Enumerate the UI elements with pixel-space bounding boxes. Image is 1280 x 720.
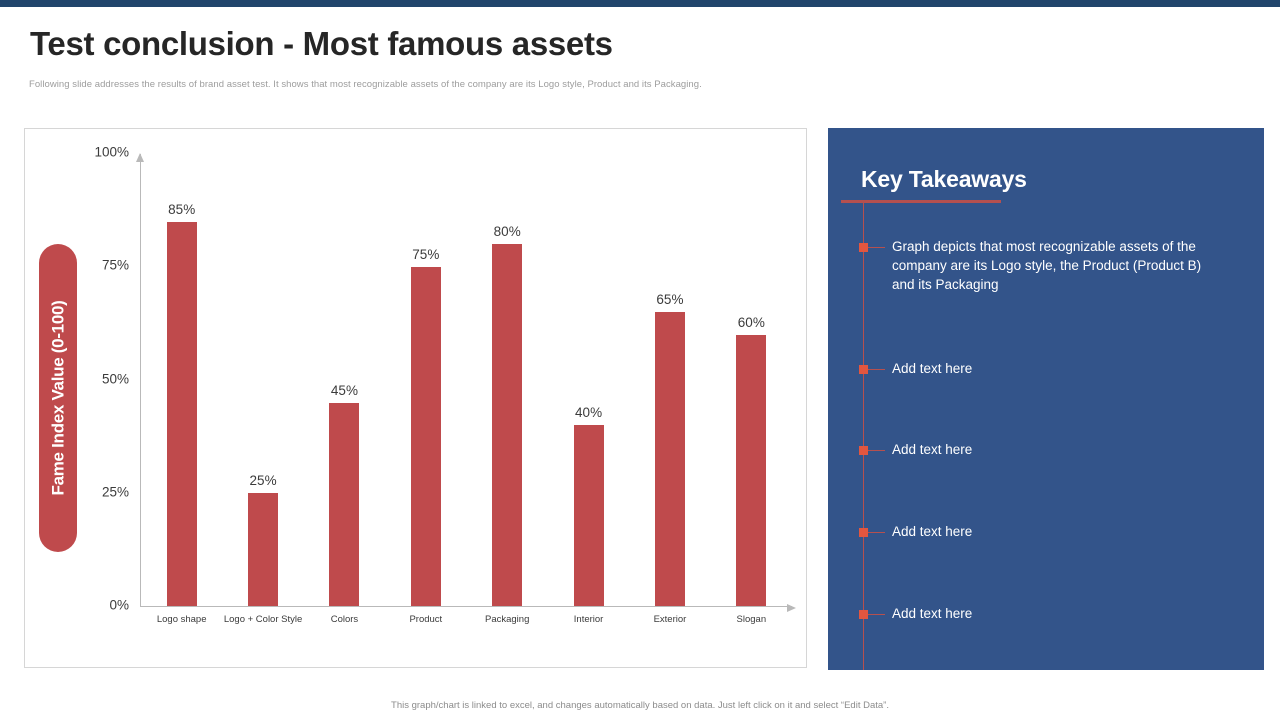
bar-value-label: 45% (330, 382, 358, 398)
bullet-connector-line (868, 247, 885, 248)
bar-value-label: 40% (575, 405, 603, 421)
bar[interactable]: 85% (166, 202, 197, 606)
top-accent-bar (0, 0, 1280, 7)
key-takeaway-text: Add text here (892, 361, 973, 376)
key-takeaways-spine-line (863, 200, 864, 670)
bar[interactable]: 80% (492, 224, 523, 606)
bullet-connector-line (868, 450, 885, 451)
footer-note: This graph/chart is linked to excel, and… (391, 700, 889, 711)
x-axis-category-label: Exterior (653, 614, 687, 625)
y-axis-arrow-icon (136, 153, 144, 162)
x-axis-category-label: Logo + Color Style (223, 614, 303, 625)
y-axis-title-label: Fame Index Value (0-100) (48, 300, 67, 496)
y-axis-tick-label: 100% (94, 144, 129, 160)
bar[interactable]: 65% (654, 292, 685, 606)
bar-value-label: 25% (249, 473, 277, 488)
bar[interactable]: 60% (736, 315, 767, 606)
bar-value-label: 80% (493, 224, 521, 240)
bar-slot: 45% Colors (304, 154, 385, 625)
bar-slot: 80% Packaging (467, 154, 548, 625)
x-axis-arrow-icon (787, 603, 796, 612)
bar-slot: 75% Product (385, 154, 466, 625)
x-axis-category-label: Interior (573, 614, 604, 625)
bar-slot: 40% Interior (548, 154, 629, 625)
bar-slot: 60% Slogan (711, 154, 792, 625)
bullet-connector-line (868, 532, 885, 533)
y-axis-tick-label: 75% (101, 257, 129, 273)
y-axis-line (136, 153, 144, 607)
y-axis-tick-label: 50% (101, 371, 129, 386)
key-takeaway-text: Add text here (892, 606, 973, 621)
y-axis-tick-label: 25% (101, 484, 129, 500)
bullet-square-icon (859, 528, 868, 537)
key-takeaway-text: Add text here (892, 442, 973, 457)
bar-slot: 85% Logo shape (141, 154, 222, 625)
bar-value-label: 75% (412, 247, 440, 262)
bar-value-label: 65% (656, 292, 684, 308)
bullet-square-icon (859, 446, 868, 455)
bullet-square-icon (859, 243, 868, 252)
bar[interactable]: 75% (410, 247, 441, 606)
bar-slot: 25% Logo + Color Style (222, 154, 303, 625)
x-axis-category-label: Logo shape (156, 614, 207, 625)
bullet-connector-line (868, 369, 885, 370)
y-axis-tick-label: 0% (109, 597, 129, 613)
bar[interactable]: 45% (329, 383, 360, 606)
x-axis-category-label: Packaging (485, 614, 530, 625)
page-subtitle: Following slide addresses the results of… (29, 79, 702, 90)
y-axis-title-pill: Fame Index Value (0-100) (39, 244, 77, 552)
bar-slot: 65% Exterior (629, 154, 710, 625)
bar[interactable]: 25% (248, 473, 279, 606)
page-title: Test conclusion - Most famous assets (30, 25, 613, 62)
bullet-square-icon (859, 610, 868, 619)
key-takeaway-text: Add text here (892, 524, 973, 539)
x-axis-line (140, 603, 796, 612)
bullet-connector-line (868, 614, 885, 615)
bar[interactable]: 40% (573, 405, 604, 606)
bar-value-label: 85% (168, 201, 196, 217)
bar-chart-plot-area: 100% 75% 50% 25% 0% 85% Logo shape 25% Logo + C… (94, 145, 796, 625)
key-takeaways-panel: Key Takeaways Graph depicts that most re… (828, 128, 1264, 670)
x-axis-category-label: Slogan (736, 614, 767, 625)
key-takeaways-title: Key Takeaways (861, 166, 1027, 192)
x-axis-category-label: Product (409, 614, 443, 625)
bullet-square-icon (859, 365, 868, 374)
key-takeaway-text: Graph depicts that most recognizable ass… (892, 239, 1202, 292)
x-axis-category-label: Colors (330, 614, 359, 625)
key-takeaways-underline (841, 200, 1001, 203)
bar-series: 85% Logo shape 25% Logo + Color Style 45% Col… (141, 154, 792, 625)
bar-value-label: 60% (737, 314, 765, 330)
